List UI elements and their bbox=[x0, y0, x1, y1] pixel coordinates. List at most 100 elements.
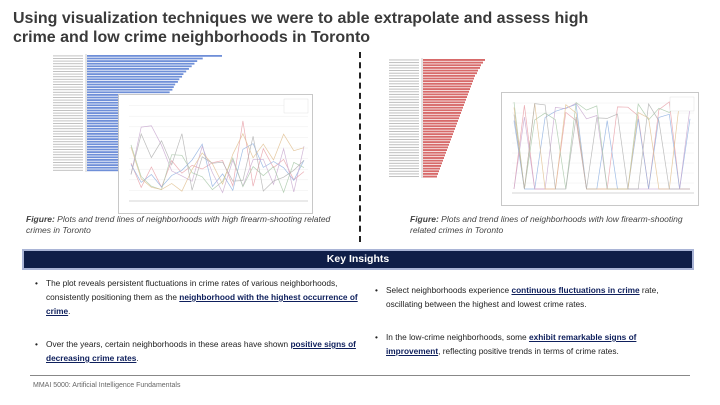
bar-label bbox=[53, 63, 83, 65]
bar-label bbox=[389, 93, 419, 95]
bar-label bbox=[53, 164, 83, 166]
trend-line bbox=[513, 101, 691, 190]
bar-label bbox=[53, 55, 83, 57]
bar bbox=[87, 148, 140, 151]
trend-line bbox=[513, 103, 691, 190]
insight-highlight: positive signs of decreasing crime rates bbox=[46, 339, 356, 363]
bar-label bbox=[53, 141, 83, 143]
bar bbox=[87, 153, 137, 156]
bar bbox=[87, 86, 174, 88]
bar bbox=[87, 133, 148, 135]
bar bbox=[423, 154, 445, 157]
high-crime-trend-chart bbox=[118, 94, 313, 214]
bar bbox=[87, 68, 189, 70]
bar bbox=[423, 143, 449, 146]
legend-box bbox=[669, 96, 695, 112]
bar bbox=[87, 161, 133, 164]
bar bbox=[87, 140, 144, 143]
bar bbox=[87, 83, 176, 86]
bar bbox=[423, 172, 438, 175]
bar bbox=[423, 104, 464, 106]
bar bbox=[87, 151, 138, 153]
bar-label bbox=[53, 99, 83, 101]
insight-highlight: exhibit remarkable signs of improvement bbox=[386, 332, 637, 356]
bar bbox=[423, 119, 458, 122]
bar-label bbox=[53, 91, 83, 93]
bar-label bbox=[53, 130, 83, 132]
bar bbox=[423, 112, 461, 114]
bar-label bbox=[389, 91, 419, 93]
bar-label bbox=[389, 123, 419, 125]
bar-label bbox=[389, 64, 419, 66]
insight-left-2: Over the years, certain neighborhoods in… bbox=[35, 337, 366, 365]
bar bbox=[423, 77, 474, 80]
bar-label bbox=[53, 154, 83, 156]
bar-label bbox=[53, 58, 83, 59]
insight-text: . bbox=[136, 353, 139, 363]
insight-highlight: neighborhood with the highest occurrence… bbox=[46, 292, 358, 316]
key-insights-banner: Key Insights bbox=[22, 249, 694, 270]
bar bbox=[423, 125, 456, 128]
bar bbox=[423, 159, 443, 162]
bar-label bbox=[53, 159, 83, 161]
bar bbox=[423, 98, 466, 101]
trend-line bbox=[513, 100, 691, 190]
bar bbox=[423, 66, 480, 69]
bar-label bbox=[53, 104, 83, 106]
bar-label bbox=[389, 173, 419, 175]
bar-label bbox=[53, 73, 83, 75]
bar-label bbox=[389, 115, 419, 117]
bar-label bbox=[53, 133, 83, 135]
bar bbox=[87, 70, 187, 73]
bar bbox=[423, 170, 439, 173]
trend-line bbox=[130, 132, 305, 192]
bar-label bbox=[53, 78, 83, 80]
bar-label bbox=[53, 117, 83, 119]
bar bbox=[423, 135, 452, 138]
bar-label bbox=[389, 78, 419, 79]
bar-label bbox=[389, 101, 419, 103]
bar-label bbox=[389, 99, 419, 101]
bar-label bbox=[53, 115, 83, 117]
bar bbox=[423, 82, 472, 85]
bar bbox=[87, 75, 183, 78]
trend-line bbox=[130, 125, 305, 194]
bar-label bbox=[53, 107, 83, 109]
bar-label bbox=[389, 170, 419, 172]
bar bbox=[87, 65, 192, 68]
bar bbox=[423, 59, 485, 61]
insight-text: rate, oscillating between the highest an… bbox=[386, 285, 659, 309]
bar-label bbox=[53, 89, 83, 91]
bar-label bbox=[53, 81, 83, 83]
bar bbox=[423, 61, 483, 64]
bar bbox=[87, 55, 222, 57]
bar bbox=[87, 138, 145, 140]
bar bbox=[423, 72, 477, 75]
bar-label bbox=[53, 120, 83, 122]
high-crime-figure bbox=[10, 52, 340, 214]
bar bbox=[423, 162, 442, 165]
insight-text: In the low-crime neighborhoods, some bbox=[386, 332, 529, 342]
bar bbox=[423, 96, 467, 98]
bar-label bbox=[389, 109, 419, 111]
bar-label bbox=[389, 176, 419, 178]
bar bbox=[87, 143, 143, 146]
bar-label bbox=[389, 75, 419, 77]
bar-label bbox=[389, 152, 419, 154]
bar bbox=[423, 138, 451, 141]
bar-label bbox=[389, 104, 419, 106]
insight-right-2: In the low-crime neighborhoods, some exh… bbox=[375, 330, 686, 358]
low-crime-figure-caption: Figure: Plots and trend lines of neighbo… bbox=[410, 214, 710, 236]
insight-text: . bbox=[68, 306, 71, 316]
bar-label bbox=[53, 68, 83, 70]
bar bbox=[423, 69, 478, 72]
bar-label bbox=[53, 97, 83, 98]
legend-box bbox=[283, 98, 309, 114]
bar bbox=[87, 166, 130, 169]
bar bbox=[423, 85, 471, 88]
bar bbox=[87, 57, 203, 60]
bar-label bbox=[389, 112, 419, 114]
bar-label bbox=[389, 59, 419, 61]
bar-label bbox=[389, 85, 419, 87]
bar-label bbox=[389, 96, 419, 98]
